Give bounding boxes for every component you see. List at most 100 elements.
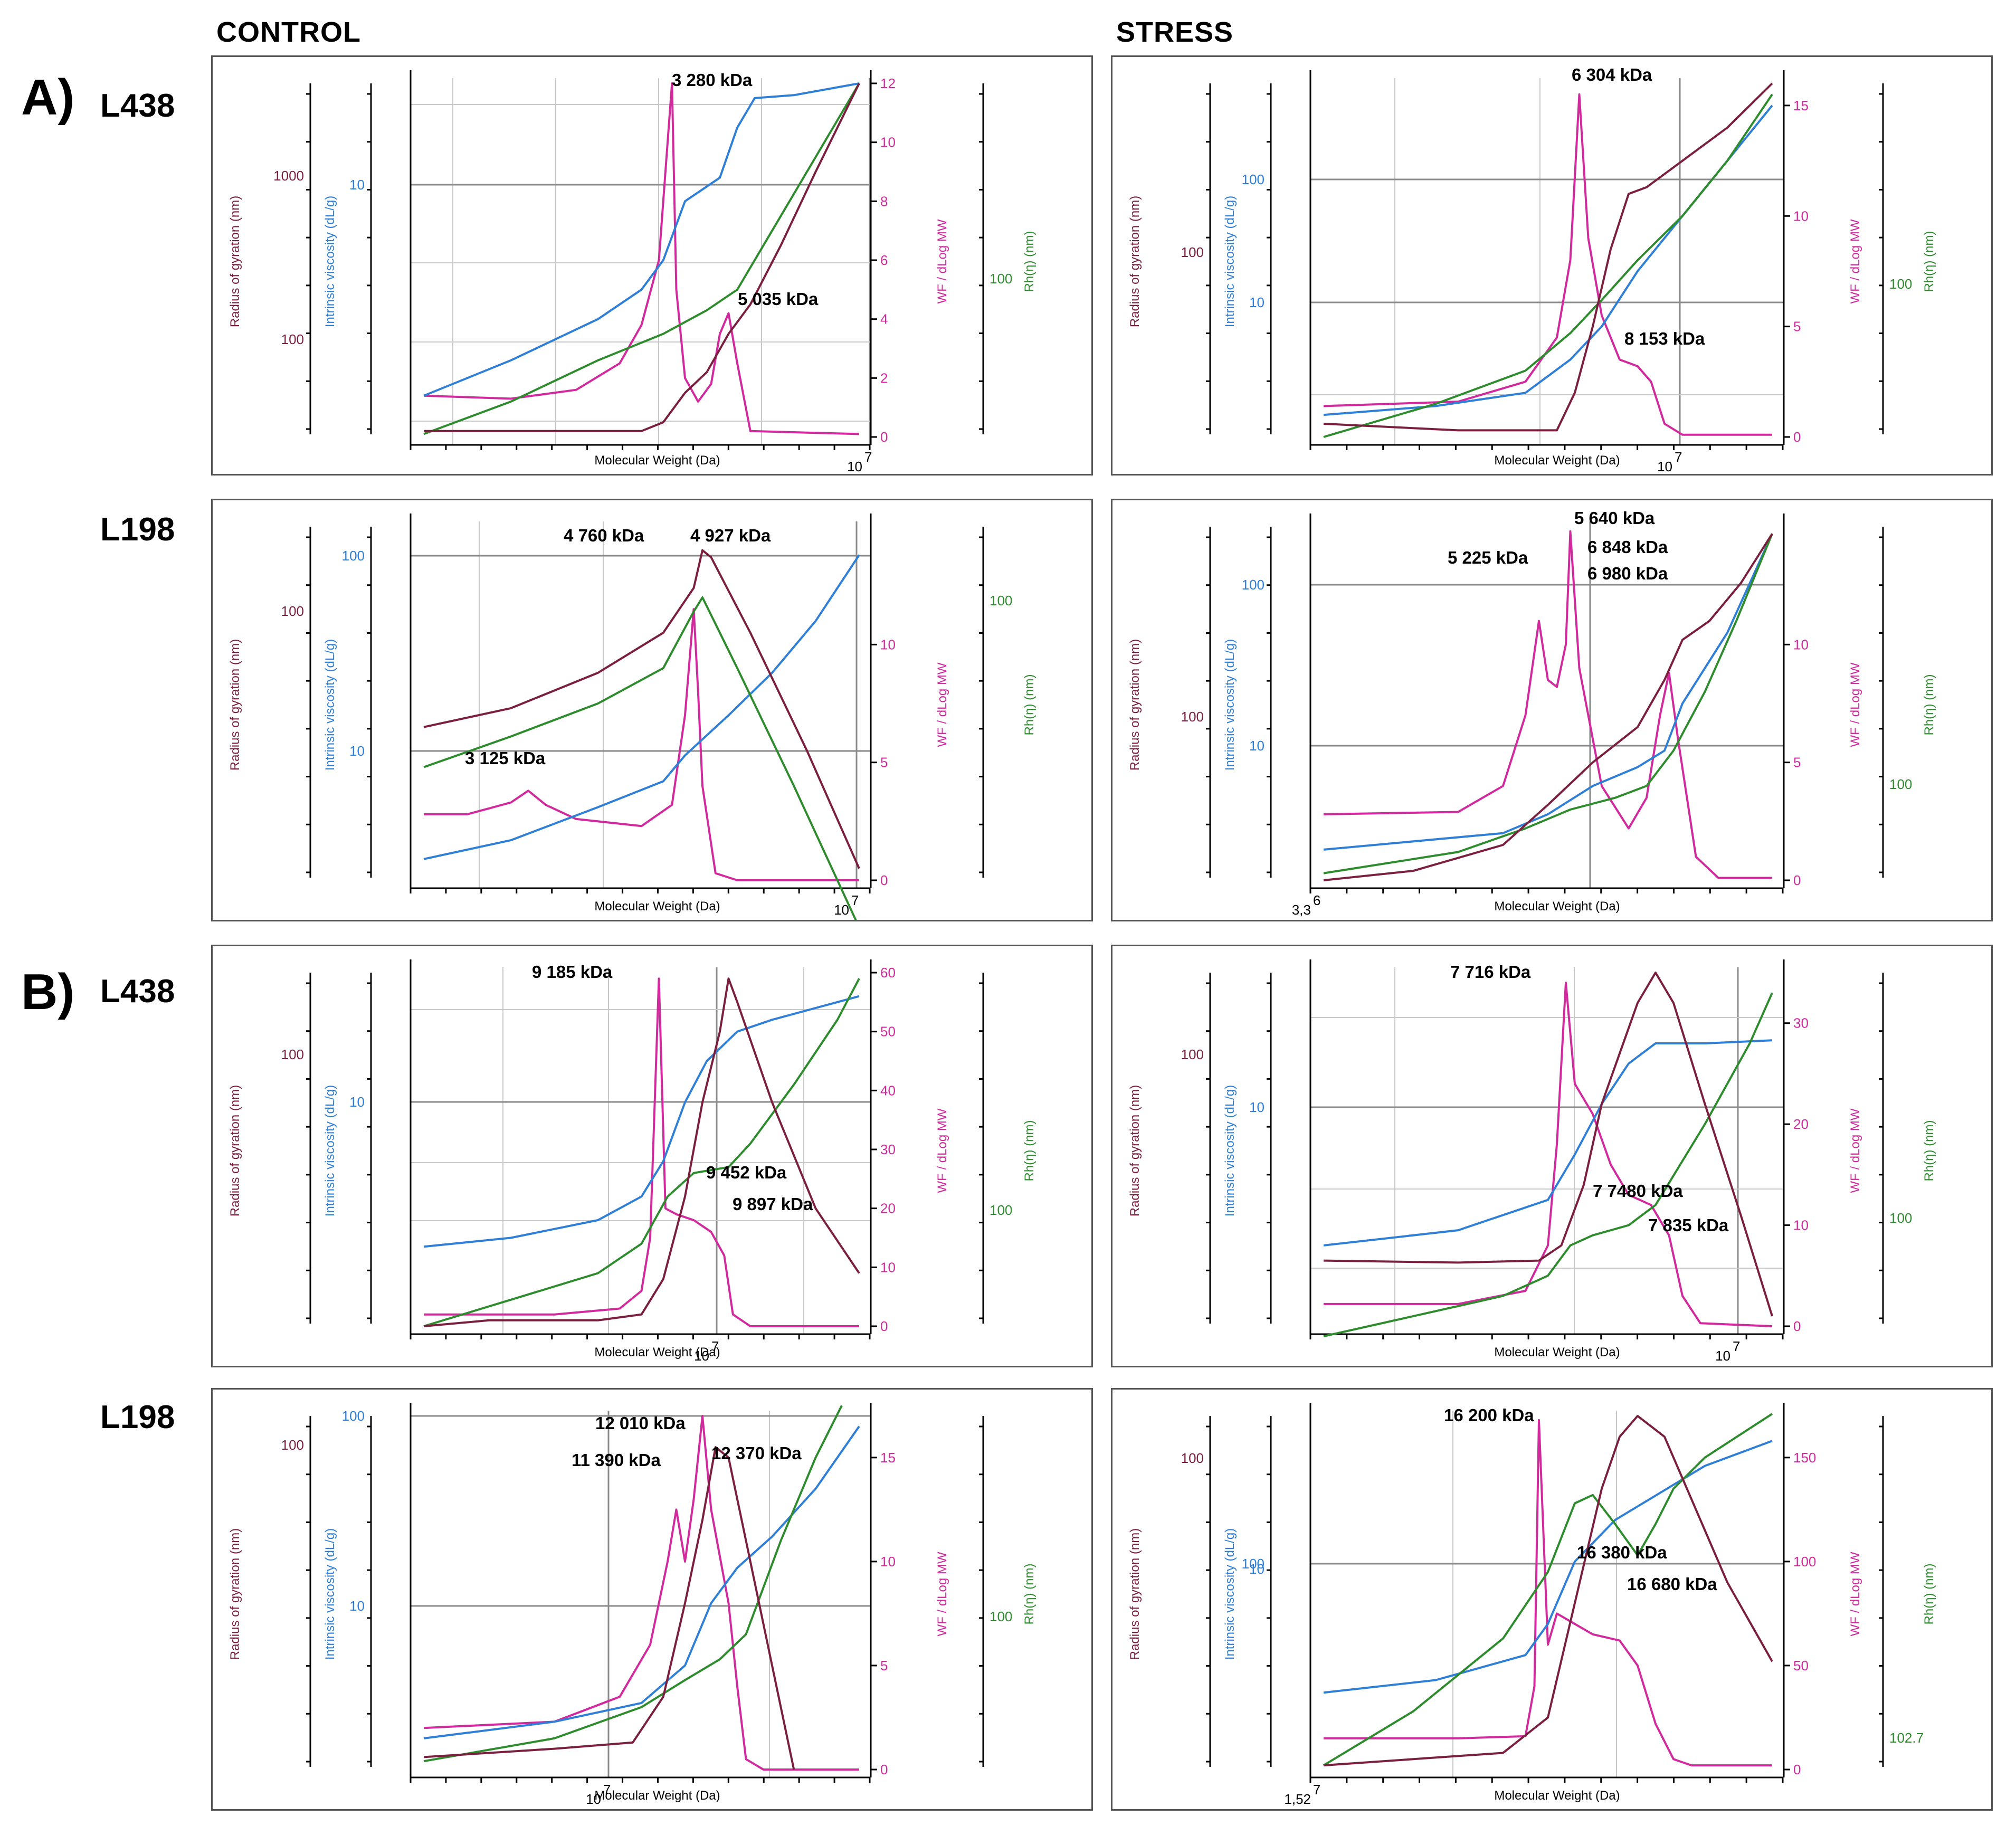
wf-tick-label: 0 (880, 1318, 888, 1334)
rg-tick-label: 1000 (273, 168, 304, 184)
chart-panel-b-control-l198: 10 7 Molecular Weight (Da) 100 Radius of gyr… (211, 1388, 1093, 1811)
row-label-a-l438: L438 (100, 88, 175, 124)
x-tick-exponent: 6 (1313, 892, 1320, 908)
rg-tick-label: 100 (1181, 1047, 1204, 1062)
wf-tick-label: 10 (880, 1259, 896, 1275)
x-tick-label: 10 (1715, 1348, 1730, 1364)
rh-tick-label: 100 (1889, 276, 1912, 292)
wf-axis-title: WF / dLog MW (1848, 219, 1862, 303)
wf-tick-label: 50 (880, 1024, 896, 1040)
iv-tick-label: 10 (1249, 1099, 1264, 1115)
x-tick-label: 3,3 (1292, 902, 1311, 918)
peak-label: 7 7480 kDa (1593, 1181, 1683, 1201)
peak-label: 8 153 kDa (1624, 329, 1705, 348)
peak-label: 6 848 kDa (1587, 537, 1668, 557)
rg-tick-label: 100 (1181, 1450, 1204, 1466)
series-wf (423, 82, 860, 435)
wf-axis-title: WF / dLog MW (1848, 1552, 1862, 1636)
series-rg (423, 549, 860, 869)
chart-panel-b-stress-l198: 1,52 7 Molecular Weight (Da) 100 Radius of g… (1111, 1388, 1993, 1811)
x-tick-label: 10 (694, 1348, 709, 1364)
series-rh (1323, 93, 1773, 438)
x-axis-title: Molecular Weight (Da) (594, 1789, 720, 1803)
iv-axis-title: Intrinsic viscosity (dL/g) (323, 1528, 337, 1660)
wf-tick-label: 5 (880, 1658, 888, 1673)
wf-tick-label: 10 (1793, 636, 1809, 652)
x-tick-exponent: 7 (603, 1782, 611, 1798)
series-rg (423, 1446, 795, 1770)
series-rg (1323, 1415, 1773, 1767)
chart-panel-a-control-l438: 10 7 Molecular Weight (Da) 1000 100 Radius of… (211, 55, 1093, 475)
wf-tick-label: 10 (1793, 1218, 1809, 1233)
series-rg (1323, 533, 1773, 881)
x-axis-title: Molecular Weight (Da) (594, 1345, 720, 1359)
series-iv (423, 1425, 860, 1739)
rg-axis-title: Radius of gyration (nm) (1128, 1528, 1142, 1660)
peak-label: 4 760 kDa (564, 526, 644, 545)
wf-tick-label: 10 (880, 636, 896, 652)
rh-axis-title: Rh(η) (nm) (1922, 1563, 1936, 1624)
iv-tick-label: 100 (1242, 172, 1264, 187)
series-rh (423, 978, 860, 1327)
wf-tick-label: 10 (1793, 208, 1809, 224)
rh-tick-label: 100 (990, 1609, 1012, 1624)
wf-axis-title: WF / dLog MW (935, 219, 949, 303)
wf-tick-label: 2 (880, 370, 888, 386)
iv-tick-label: 100 (1242, 577, 1264, 593)
peak-label: 3 280 kDa (672, 70, 753, 90)
rg-axis-title: Radius of gyration (nm) (1128, 1085, 1142, 1216)
peak-label: 5 035 kDa (738, 289, 819, 309)
peak-label: 16 680 kDa (1627, 1574, 1717, 1594)
peak-label: 16 200 kDa (1444, 1405, 1534, 1425)
x-axis-title: Molecular Weight (Da) (1494, 453, 1620, 468)
x-tick-exponent: 7 (711, 1338, 719, 1354)
peak-label: 4 927 kDa (690, 526, 771, 545)
wf-tick-label: 50 (1793, 1658, 1809, 1673)
x-axis-title: Molecular Weight (Da) (1494, 899, 1620, 914)
wf-tick-label: 60 (880, 965, 896, 981)
wf-tick-label: 30 (880, 1142, 896, 1157)
section-label-a: A) (21, 69, 75, 126)
x-tick-exponent: 7 (1675, 449, 1682, 465)
rh-tick-label: 100 (990, 271, 1012, 287)
rh-tick-label: 102.7 (1889, 1730, 1924, 1746)
iv-tick-label: 10 (1249, 738, 1264, 754)
wf-tick-label: 0 (1793, 1762, 1801, 1777)
series-rh (1323, 1413, 1773, 1766)
wf-tick-label: 0 (1793, 872, 1801, 888)
series-rg (423, 977, 860, 1327)
wf-axis-title: WF / dLog MW (935, 1552, 949, 1636)
wf-tick-label: 5 (880, 755, 888, 771)
peak-label: 6 304 kDa (1572, 65, 1652, 84)
x-axis-title: Molecular Weight (Da) (1494, 1345, 1620, 1359)
series-iv (423, 82, 860, 397)
row-label-b-l198: L198 (100, 1399, 175, 1435)
iv-axis-title: Intrinsic viscosity (dL/g) (1223, 639, 1237, 771)
peak-label: 7 835 kDa (1648, 1215, 1729, 1235)
peak-label: 9 452 kDa (706, 1163, 787, 1182)
rg-tick-label: 100 (1181, 709, 1204, 725)
peak-label: 9 897 kDa (733, 1194, 813, 1214)
chart-panel-a-stress-l198: 3,3 6 Molecular Weight (Da) 100 Radius of gy… (1111, 499, 1993, 921)
x-tick-label: 1,52 (1284, 1791, 1311, 1807)
wf-tick-label: 0 (880, 1762, 888, 1777)
x-tick-exponent: 7 (1313, 1782, 1320, 1798)
column-header-control: CONTROL (216, 16, 361, 48)
series-iv (423, 554, 860, 860)
peak-label: 9 185 kDa (532, 962, 613, 982)
wf-tick-label: 12 (880, 75, 896, 91)
peak-label: 11 390 kDa (572, 1450, 661, 1470)
rh-tick-label: 100 (990, 593, 1012, 608)
iv-tick-label: 10 (349, 743, 365, 759)
x-tick-exponent: 7 (864, 449, 872, 465)
